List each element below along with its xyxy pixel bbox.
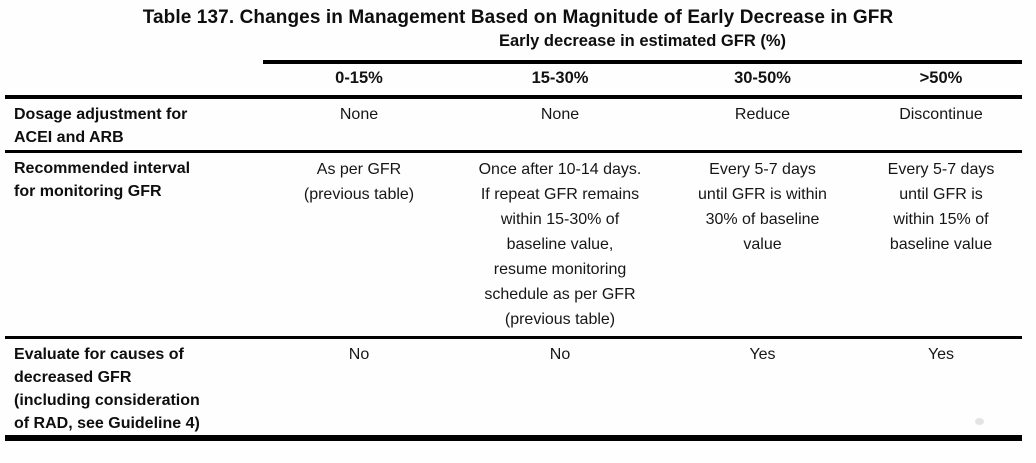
- cell-value: Yes: [749, 346, 776, 363]
- column-header-row: 0-15% 15-30% 30-50% >50%: [5, 64, 1022, 95]
- cell-value: Once after 10-14 days. If repeat GFR rem…: [478, 161, 642, 328]
- cell-value: Every 5-7 days until GFR is within 30% o…: [698, 161, 827, 253]
- cell-value: None: [339, 106, 379, 123]
- table-row-monitoring-interval: Recommended interval for monitoring GFR …: [5, 153, 1022, 339]
- header-rule: [5, 95, 1022, 99]
- cell-value: No: [549, 346, 571, 363]
- row-label: Evaluate for causes of decreased GFR (in…: [14, 346, 200, 432]
- column-group-header: Early decrease in estimated GFR (%): [498, 32, 787, 50]
- row-label: Recommended interval for monitoring GFR: [14, 160, 191, 200]
- cell-value: No: [348, 346, 370, 363]
- column-header-30-50: 30-50%: [734, 69, 791, 87]
- cell-value: Reduce: [734, 106, 791, 123]
- table-row-dosage-adjustment: Dosage adjustment for ACEI and ARB None …: [5, 99, 1022, 153]
- column-header-15-30: 15-30%: [531, 69, 589, 87]
- spanner-rule: [263, 60, 1022, 64]
- scan-artifact: [975, 418, 984, 425]
- cell-value: Every 5-7 days until GFR is within 15% o…: [887, 161, 995, 253]
- column-header-empty: [5, 64, 263, 72]
- column-header-0-15: 0-15%: [335, 69, 383, 87]
- gfr-management-table: Early decrease in estimated GFR (%) 0-15…: [5, 29, 1022, 441]
- column-header-over-50: >50%: [919, 69, 963, 87]
- table-title: Table 137. Changes in Management Based o…: [142, 7, 894, 28]
- cell-value: Yes: [927, 346, 955, 363]
- row-label: Dosage adjustment for ACEI and ARB: [14, 106, 188, 146]
- cell-value: Discontinue: [899, 106, 983, 123]
- cell-value: As per GFR (previous table): [303, 161, 415, 203]
- cell-value: None: [540, 106, 580, 123]
- table-row-evaluate-causes: Evaluate for causes of decreased GFR (in…: [5, 339, 1022, 441]
